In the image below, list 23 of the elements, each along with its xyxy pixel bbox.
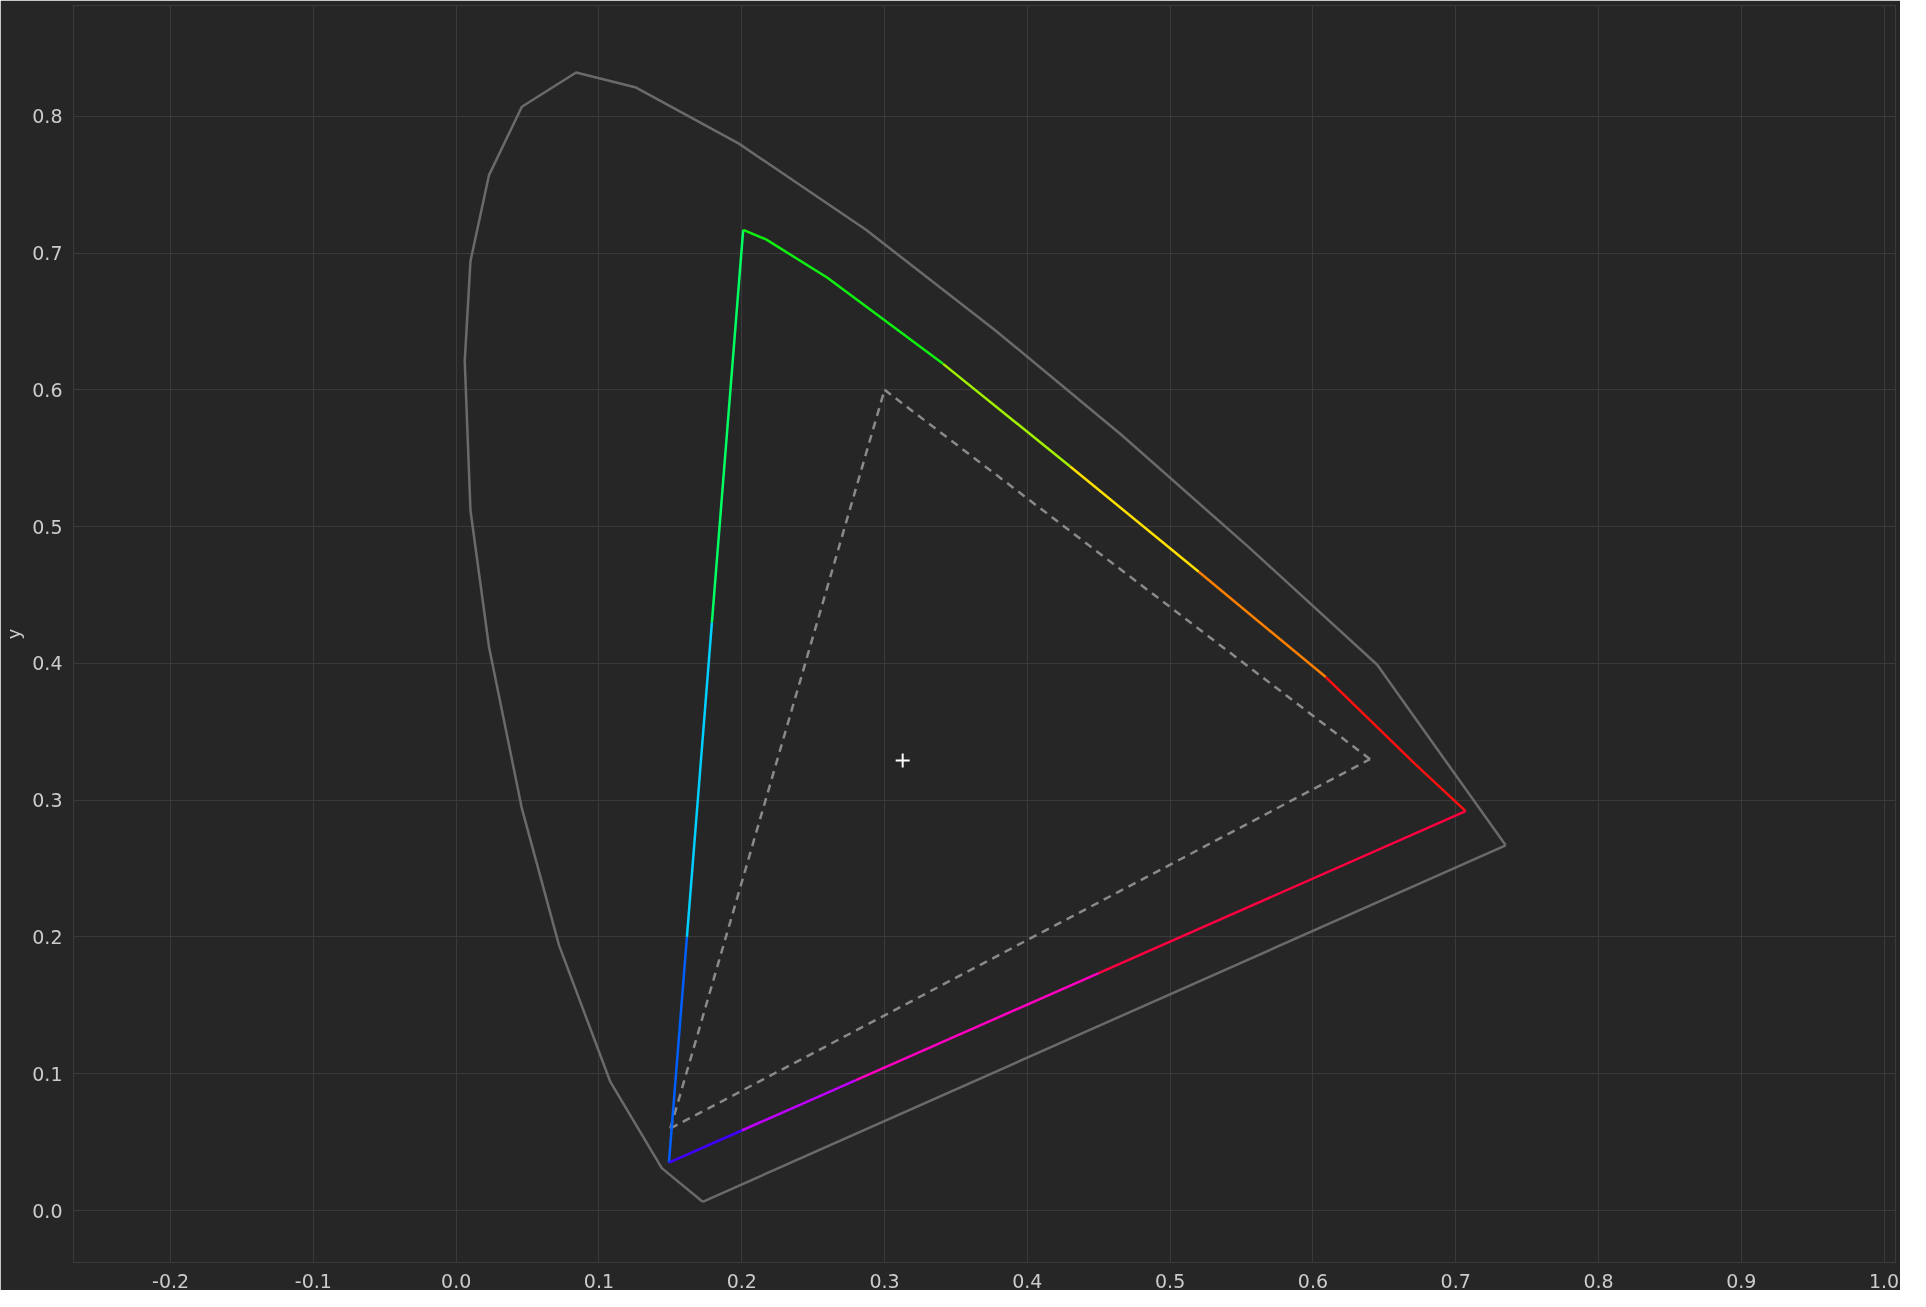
- y-tick-label: 0.3: [32, 789, 63, 812]
- x-tick-label: 0.6: [1297, 1269, 1329, 1292]
- x-tick-label: -0.1: [294, 1269, 332, 1292]
- y-tick-label: 0.2: [32, 925, 63, 948]
- y-tick-label: 0.7: [32, 242, 63, 265]
- y-tick-label: 0.0: [32, 1199, 63, 1222]
- x-tick-label: 0.5: [1155, 1269, 1186, 1292]
- y-tick-label: 0.8: [32, 105, 63, 128]
- y-tick-label: 0.1: [32, 1062, 63, 1085]
- x-tick-label: 0.7: [1440, 1269, 1471, 1292]
- x-tick-label: 1.0: [1868, 1269, 1900, 1292]
- y-tick-label: 0.5: [32, 515, 63, 538]
- x-tick-label: 0.0: [441, 1269, 472, 1292]
- x-tick-label: -0.2: [152, 1269, 190, 1292]
- x-tick-label: 0.1: [583, 1269, 615, 1292]
- x-tick-label: 0.4: [1012, 1269, 1043, 1292]
- y-axis-title: y: [3, 628, 25, 639]
- y-tick-label: 0.6: [32, 378, 63, 401]
- x-tick-label: 0.2: [726, 1269, 757, 1292]
- x-tick-label: 0.3: [869, 1269, 900, 1292]
- x-tick-label: 0.9: [1726, 1269, 1757, 1292]
- x-tick-label: 0.8: [1583, 1269, 1614, 1292]
- y-tick-label: 0.4: [32, 652, 63, 675]
